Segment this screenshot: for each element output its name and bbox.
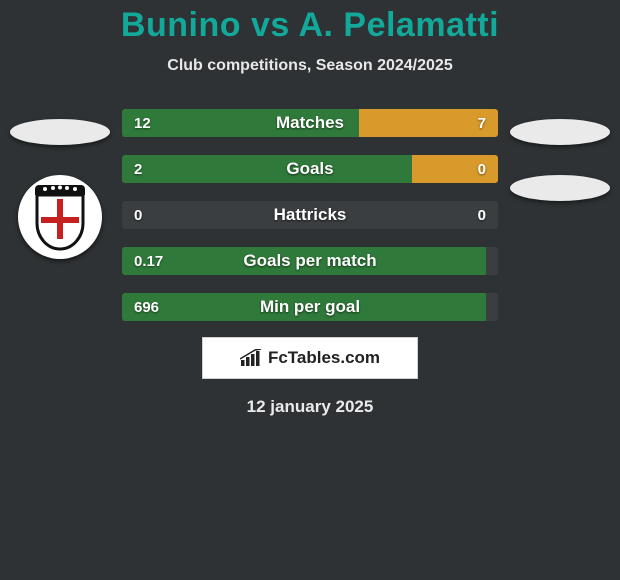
shield-crest-icon	[31, 183, 89, 251]
stat-right-seg	[486, 293, 498, 321]
title-vs: vs	[251, 6, 290, 44]
title-player1: Bunino	[121, 6, 241, 44]
stat-left-seg: 12	[122, 109, 359, 137]
content-row: 127Matches20Goals00Hattricks0.17Goals pe…	[0, 109, 620, 321]
stat-left-seg: 0.17	[122, 247, 486, 275]
stat-row-matches: 127Matches	[122, 109, 498, 137]
player2-oval-badge	[510, 119, 610, 145]
left-column	[0, 109, 120, 259]
stat-row-min-per-goal: 696Min per goal	[122, 293, 498, 321]
stat-left-value: 696	[134, 299, 159, 316]
stat-left-value: 0	[134, 207, 142, 224]
brand-box[interactable]: FcTables.com	[202, 337, 418, 379]
stat-right-seg: 0	[412, 155, 498, 183]
stat-left-seg: 0	[122, 201, 310, 229]
stat-left-seg: 2	[122, 155, 412, 183]
stat-left-seg: 696	[122, 293, 486, 321]
stat-right-seg: 0	[310, 201, 498, 229]
bar-chart-icon	[240, 349, 262, 367]
stat-left-value: 2	[134, 161, 142, 178]
stat-right-value: 0	[478, 207, 486, 224]
player1-oval-badge	[10, 119, 110, 145]
stat-right-value: 7	[478, 115, 486, 132]
stat-left-value: 12	[134, 115, 151, 132]
footer-date: 12 january 2025	[0, 397, 620, 417]
page-title: Bunino vs A. Pelamatti	[0, 0, 620, 45]
stat-bars: 127Matches20Goals00Hattricks0.17Goals pe…	[120, 109, 500, 321]
stat-left-value: 0.17	[134, 253, 163, 270]
title-player2: A. Pelamatti	[298, 6, 499, 44]
player1-club-logo	[18, 175, 102, 259]
right-column	[500, 109, 620, 201]
subtitle: Club competitions, Season 2024/2025	[0, 57, 620, 75]
stat-right-seg: 7	[359, 109, 498, 137]
brand-label: FcTables.com	[268, 348, 380, 368]
stat-right-seg	[486, 247, 498, 275]
player2-club-oval	[510, 175, 610, 201]
stat-row-goals: 20Goals	[122, 155, 498, 183]
stat-row-goals-per-match: 0.17Goals per match	[122, 247, 498, 275]
stat-row-hattricks: 00Hattricks	[122, 201, 498, 229]
comparison-widget: Bunino vs A. Pelamatti Club competitions…	[0, 0, 620, 580]
stat-right-value: 0	[478, 161, 486, 178]
